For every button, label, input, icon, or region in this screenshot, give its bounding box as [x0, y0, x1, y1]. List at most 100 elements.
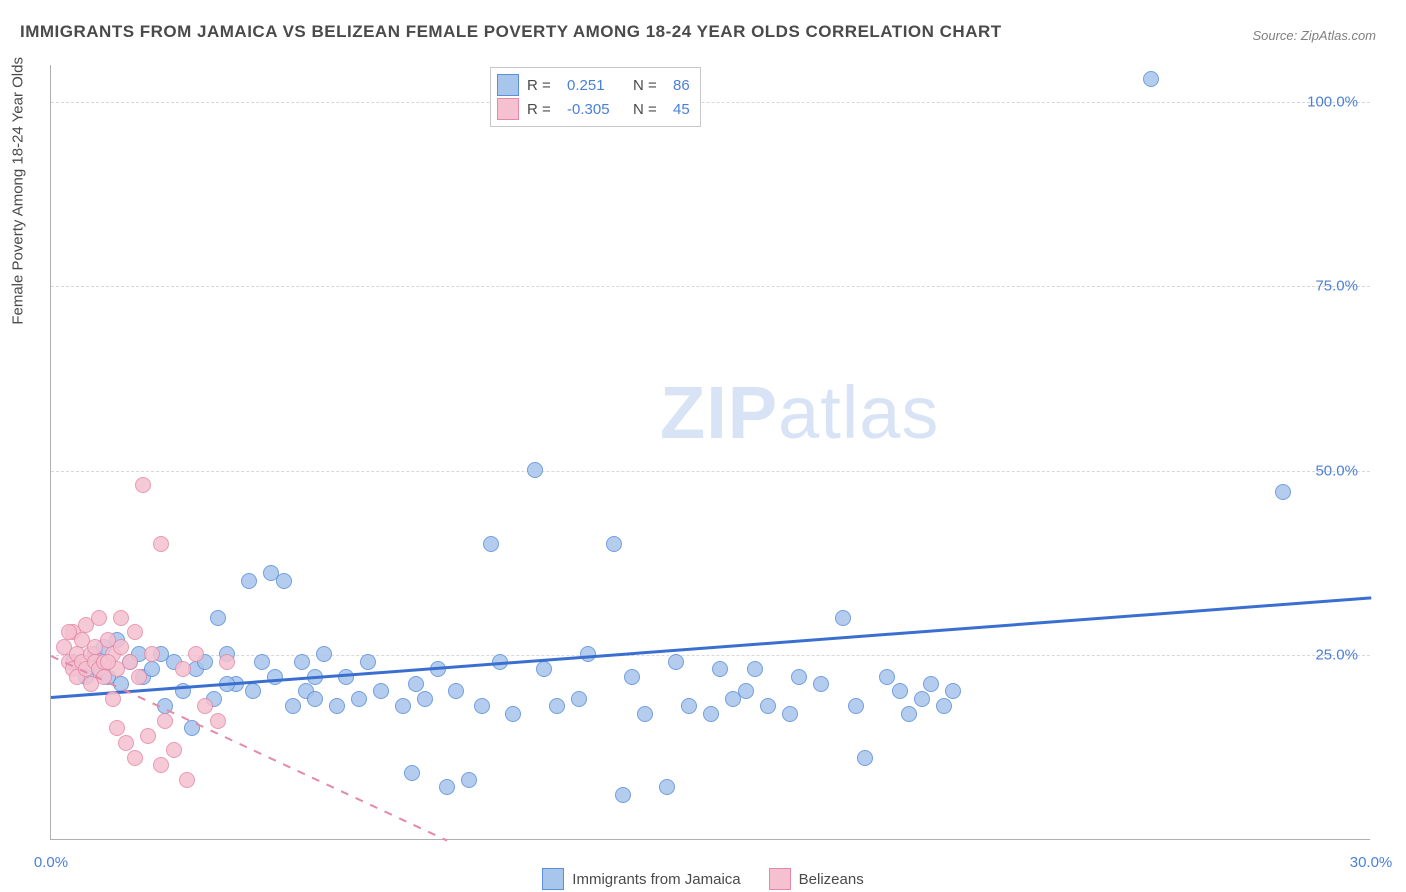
scatter-point: [936, 698, 952, 714]
scatter-point: [105, 691, 121, 707]
scatter-point: [1275, 484, 1291, 500]
scatter-point: [474, 698, 490, 714]
legend-swatch: [497, 74, 519, 96]
gridline: [51, 102, 1370, 103]
bottom-legend: Immigrants from Jamaica Belizeans: [0, 868, 1406, 890]
scatter-point: [113, 639, 129, 655]
scatter-point: [127, 624, 143, 640]
scatter-point: [153, 757, 169, 773]
scatter-point: [1143, 71, 1159, 87]
scatter-point: [113, 610, 129, 626]
scatter-point: [879, 669, 895, 685]
legend-swatch: [542, 868, 564, 890]
scatter-point: [914, 691, 930, 707]
scatter-point: [135, 477, 151, 493]
scatter-point: [606, 536, 622, 552]
scatter-point: [505, 706, 521, 722]
scatter-point: [624, 669, 640, 685]
ytick-label: 75.0%: [1315, 278, 1358, 295]
scatter-point: [210, 610, 226, 626]
scatter-point: [738, 683, 754, 699]
scatter-point: [245, 683, 261, 699]
scatter-point: [848, 698, 864, 714]
chart-title: IMMIGRANTS FROM JAMAICA VS BELIZEAN FEMA…: [20, 22, 1002, 42]
scatter-point: [329, 698, 345, 714]
legend-label: Belizeans: [799, 871, 864, 888]
ytick-label: 50.0%: [1315, 462, 1358, 479]
scatter-point: [122, 654, 138, 670]
scatter-point: [527, 462, 543, 478]
scatter-point: [373, 683, 389, 699]
scatter-point: [118, 735, 134, 751]
scatter-point: [791, 669, 807, 685]
scatter-point: [760, 698, 776, 714]
scatter-point: [210, 713, 226, 729]
scatter-point: [395, 698, 411, 714]
scatter-point: [285, 698, 301, 714]
scatter-point: [166, 742, 182, 758]
stats-row: R =-0.305N =45: [497, 98, 690, 120]
scatter-point: [140, 728, 156, 744]
scatter-point: [703, 706, 719, 722]
scatter-point: [549, 698, 565, 714]
scatter-point: [100, 654, 116, 670]
scatter-point: [316, 646, 332, 662]
stats-row: R =0.251N =86: [497, 74, 690, 96]
source-label: Source: ZipAtlas.com: [1252, 28, 1376, 43]
scatter-point: [254, 654, 270, 670]
scatter-point: [813, 676, 829, 692]
scatter-point: [923, 676, 939, 692]
scatter-point: [188, 646, 204, 662]
yaxis-title: Female Poverty Among 18-24 Year Olds: [10, 57, 27, 325]
legend-item: Immigrants from Jamaica: [542, 868, 740, 890]
scatter-point: [153, 536, 169, 552]
gridline: [51, 286, 1370, 287]
legend-item: Belizeans: [769, 868, 864, 890]
scatter-point: [276, 573, 292, 589]
scatter-point: [294, 654, 310, 670]
legend-label: Immigrants from Jamaica: [572, 871, 740, 888]
scatter-point: [109, 720, 125, 736]
scatter-point: [448, 683, 464, 699]
gridline: [51, 655, 1370, 656]
scatter-point: [307, 691, 323, 707]
gridline: [51, 471, 1370, 472]
scatter-point: [782, 706, 798, 722]
scatter-point: [571, 691, 587, 707]
trend-line: [51, 596, 1371, 698]
scatter-point: [901, 706, 917, 722]
scatter-point: [681, 698, 697, 714]
scatter-point: [439, 779, 455, 795]
scatter-point: [360, 654, 376, 670]
scatter-point: [175, 661, 191, 677]
scatter-point: [127, 750, 143, 766]
scatter-point: [417, 691, 433, 707]
legend-swatch: [497, 98, 519, 120]
scatter-point: [144, 646, 160, 662]
scatter-point: [945, 683, 961, 699]
scatter-point: [483, 536, 499, 552]
ytick-label: 100.0%: [1307, 93, 1358, 110]
scatter-point: [179, 772, 195, 788]
scatter-point: [267, 669, 283, 685]
plot-area: 25.0%50.0%75.0%100.0%0.0%30.0%: [50, 65, 1370, 840]
scatter-point: [157, 713, 173, 729]
stats-legend: R =0.251N =86R =-0.305N =45: [490, 67, 701, 127]
ytick-label: 25.0%: [1315, 647, 1358, 664]
scatter-point: [351, 691, 367, 707]
scatter-point: [219, 654, 235, 670]
scatter-point: [892, 683, 908, 699]
scatter-point: [615, 787, 631, 803]
scatter-point: [461, 772, 477, 788]
scatter-point: [536, 661, 552, 677]
scatter-point: [637, 706, 653, 722]
scatter-point: [131, 669, 147, 685]
scatter-point: [408, 676, 424, 692]
scatter-point: [668, 654, 684, 670]
scatter-point: [197, 698, 213, 714]
scatter-point: [835, 610, 851, 626]
legend-swatch: [769, 868, 791, 890]
scatter-point: [241, 573, 257, 589]
scatter-point: [747, 661, 763, 677]
scatter-point: [712, 661, 728, 677]
